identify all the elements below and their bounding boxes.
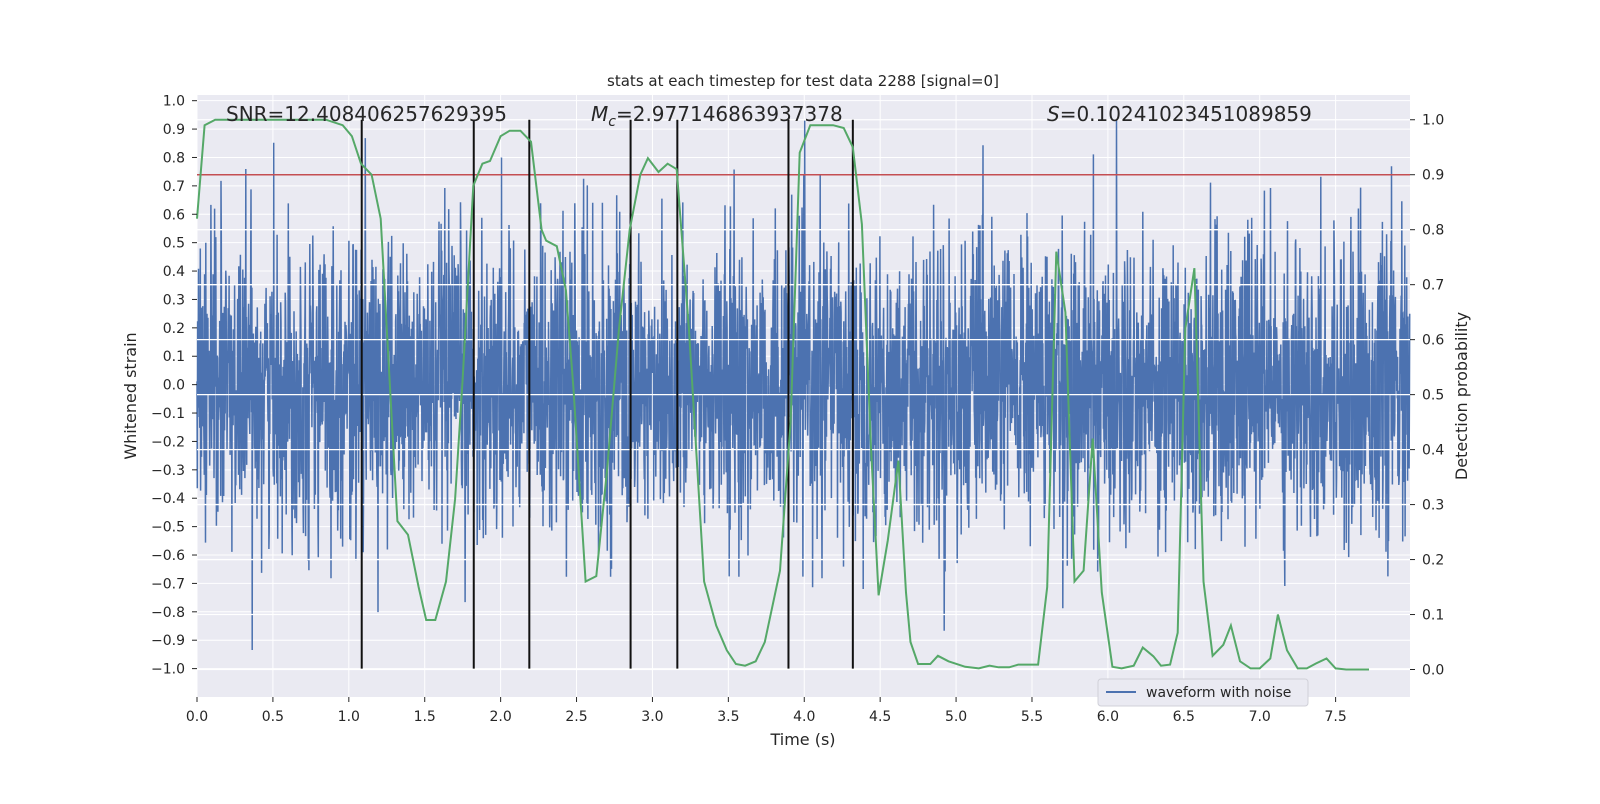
detection-probability-line <box>196 118 1369 671</box>
y-ticks-right: 1.0 0.9 0.8 0.7 0.6 0.5 0.4 0.3 0.2 0.1 0.0 <box>1410 113 1444 679</box>
y-tick-label: −0.2 <box>151 434 185 450</box>
y-right-tick-label: 1.0 <box>1422 113 1444 129</box>
y-tick-label: 1.0 <box>163 94 185 110</box>
y-right-tick-label: 0.2 <box>1422 553 1444 569</box>
waveform-series <box>196 120 1411 651</box>
s-annotation: S=0.10241023451089859 <box>1047 102 1312 126</box>
x-tick-label: 6.5 <box>1173 709 1195 725</box>
y-right-tick-label: 0.8 <box>1422 223 1444 239</box>
y-ticks-left: 1.0 0.9 0.8 0.7 0.6 0.5 0.4 0.3 0.2 0.1 0.0 −0.1 −0.… <box>151 94 197 678</box>
y-tick-label: 0.3 <box>163 292 185 308</box>
x-axis-label: Time (s) <box>769 730 835 749</box>
y-tick-label: 0.4 <box>163 264 185 280</box>
y-tick-label: 0.5 <box>163 236 185 252</box>
s-value: =0.10241023451089859 <box>1060 102 1312 126</box>
mc-symbol: M <box>591 102 608 126</box>
x-tick-label: 5.5 <box>1021 709 1043 725</box>
y-axis-label-right: Detection probability <box>1452 312 1471 480</box>
legend: waveform with noise <box>1097 678 1309 707</box>
legend-label: waveform with noise <box>1146 685 1291 701</box>
x-tick-label: 4.5 <box>869 709 891 725</box>
chirp-mass-annotation: Mc=2.977146863937378 <box>591 102 843 130</box>
x-tick-label: 2.5 <box>565 709 587 725</box>
y-right-tick-label: 0.1 <box>1422 608 1444 624</box>
y-tick-label: −0.6 <box>151 548 185 564</box>
y-right-tick-label: 0.0 <box>1422 663 1444 679</box>
s-symbol: S <box>1047 102 1060 126</box>
x-tick-label: 5.0 <box>945 709 967 725</box>
y-tick-label: −0.5 <box>151 520 185 536</box>
y-tick-label: −0.4 <box>151 491 185 507</box>
y-right-tick-label: 0.9 <box>1422 168 1444 184</box>
y-tick-label: −0.7 <box>151 576 185 592</box>
y-tick-label: 0.9 <box>163 122 185 138</box>
legend-box <box>1097 678 1309 707</box>
x-tick-label: 6.0 <box>1097 709 1119 725</box>
y-tick-label: −0.9 <box>151 633 185 649</box>
y-tick-label: −1.0 <box>151 662 185 678</box>
x-tick-label: 3.5 <box>717 709 739 725</box>
mc-subscript: c <box>608 114 616 130</box>
snr-annotation: SNR=12.408406257629395 <box>226 102 507 126</box>
x-ticks: 0.0 0.5 1.0 1.5 2.0 2.5 3.0 3.5 4.0 4.5 5.0 5.5 6.0 6… <box>186 697 1347 725</box>
y-tick-label: 0.7 <box>163 179 185 195</box>
chart-title: stats at each timestep for test data 228… <box>607 72 999 90</box>
y-tick-label: 0.1 <box>163 349 185 365</box>
x-tick-label: 0.5 <box>262 709 284 725</box>
y-tick-label: −0.1 <box>151 406 185 422</box>
y-tick-label: −0.3 <box>151 463 185 479</box>
y-tick-label: 0.8 <box>163 150 185 166</box>
x-tick-label: 3.0 <box>641 709 663 725</box>
mc-value: =2.977146863937378 <box>616 102 843 126</box>
x-tick-label: 0.0 <box>186 709 208 725</box>
y-tick-label: 0.2 <box>163 321 185 337</box>
waveform-line <box>196 120 1411 651</box>
y-right-tick-label: 0.4 <box>1422 443 1444 459</box>
x-tick-label: 7.5 <box>1324 709 1346 725</box>
x-tick-label: 1.0 <box>338 709 360 725</box>
y-tick-label: 0.6 <box>163 207 185 223</box>
y-right-tick-label: 0.7 <box>1422 278 1444 294</box>
y-tick-label: 0.0 <box>163 378 185 394</box>
x-tick-label: 7.0 <box>1249 709 1271 725</box>
y-axis-label: Whitened strain <box>121 332 140 459</box>
detection-probability-series <box>196 118 1369 671</box>
x-tick-label: 2.0 <box>489 709 511 725</box>
x-tick-label: 4.0 <box>793 709 815 725</box>
y-right-tick-label: 0.6 <box>1422 333 1444 349</box>
vertical-lines <box>360 119 854 669</box>
y-tick-label: −0.8 <box>151 605 185 621</box>
y-right-tick-label: 0.5 <box>1422 388 1444 404</box>
x-tick-label: 1.5 <box>414 709 436 725</box>
y-right-tick-label: 0.3 <box>1422 498 1444 514</box>
